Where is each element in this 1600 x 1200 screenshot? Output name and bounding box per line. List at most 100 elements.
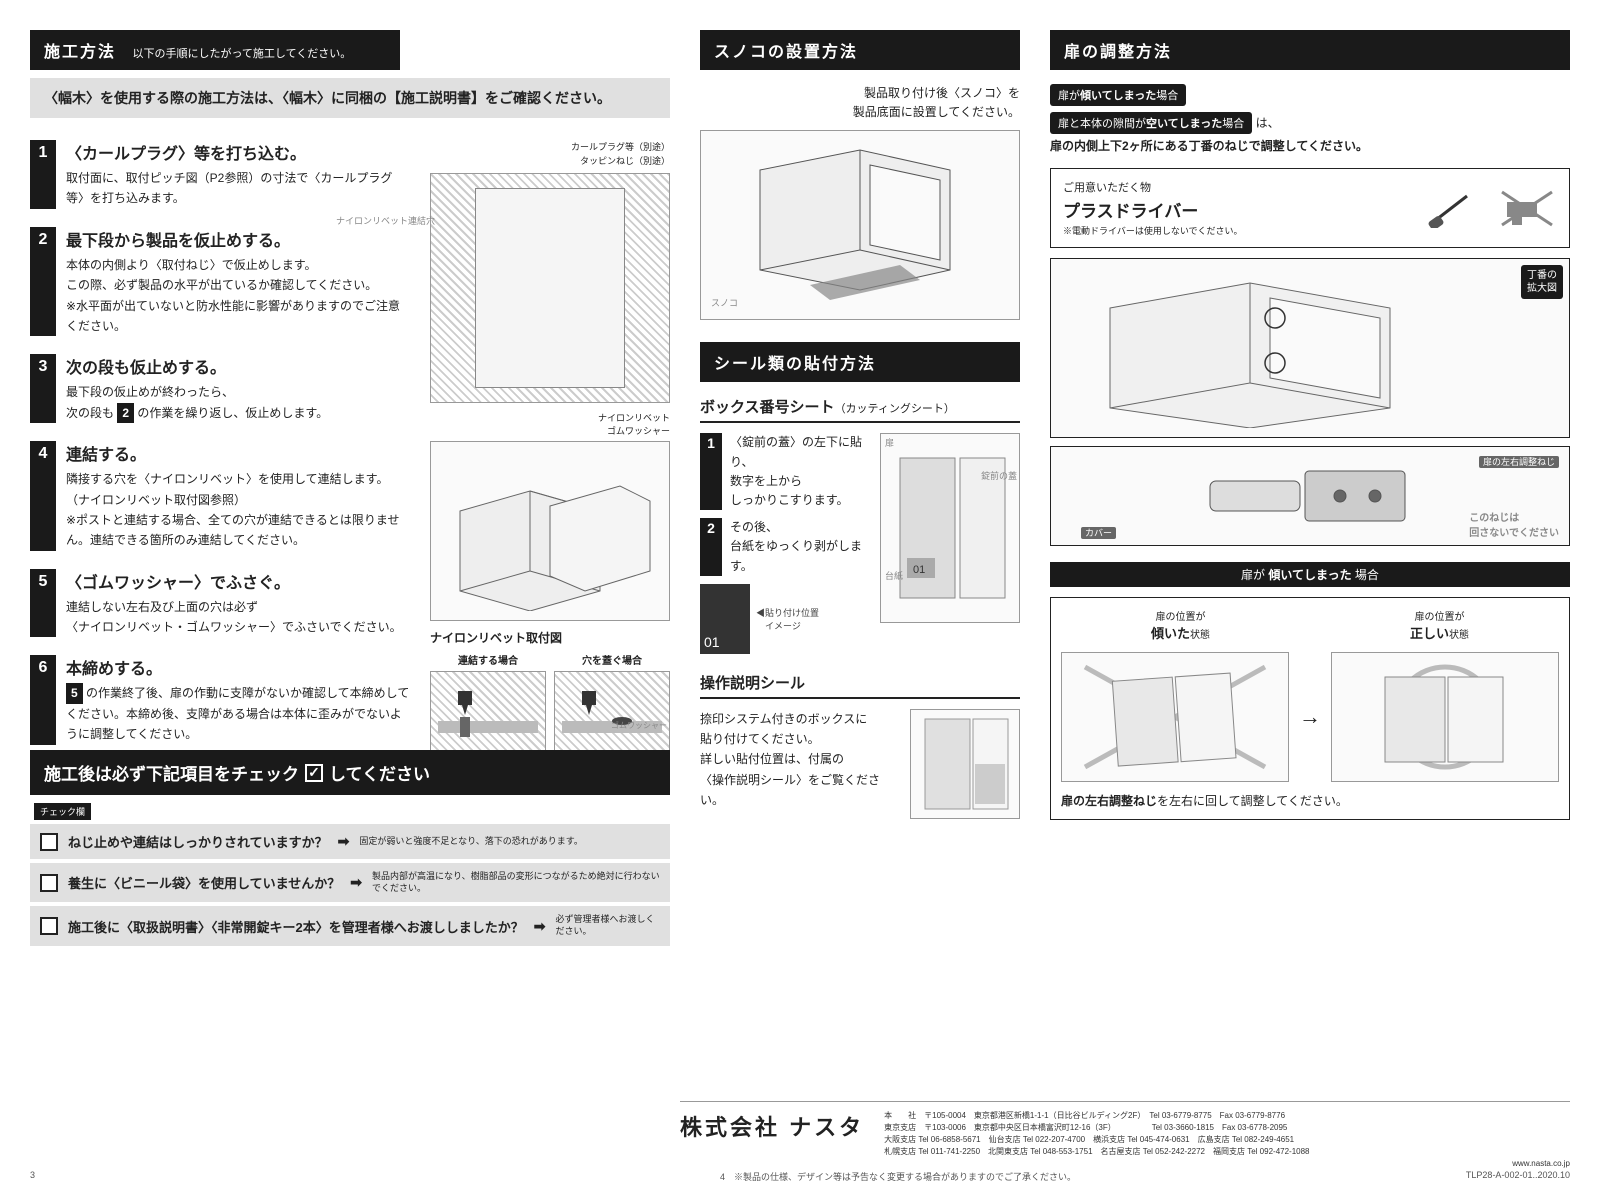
step-num: 5: [30, 569, 56, 638]
company-info: 本 社 〒105-0004 東京都港区新橋1-1-1（日比谷ビルディング2F） …: [884, 1110, 1570, 1170]
tool-note: ※電動ドライバーは使用しないでください。: [1063, 224, 1417, 237]
step-1: 1 〈カールプラグ〉等を打ち込む。 取付面に、取付ピッチ図（P2参照）の寸法で〈…: [30, 140, 410, 209]
hinge-zoom-badge: 丁番の 拡大図: [1521, 265, 1563, 299]
fig-number-sheet: 扉 01 錠前の蓋 台紙: [880, 433, 1020, 623]
checklist-label: チェック欄: [34, 803, 91, 820]
sunoko-text: 製品取り付け後〈スノコ〉を 製品底面に設置してください。: [700, 84, 1020, 122]
no-turn-note: このねじは 回さないでください: [1469, 509, 1559, 539]
case-pill: 扉が傾いてしまった場合: [1050, 84, 1186, 106]
company-footer: 株式会社 ナスタ 本 社 〒105-0004 東京都港区新橋1-1-1（日比谷ビ…: [680, 1101, 1570, 1170]
case-pill: 扉と本体の隙間が空いてしまった場合: [1050, 112, 1252, 134]
step-6: 6 本締めする。 5 の作業終了後、扉の作動に支障がないか確認して本締めしてくだ…: [30, 655, 410, 744]
seal-step-2: 2 その後、 台紙をゆっくり剥がします。: [700, 518, 870, 576]
installation-title: 施工方法: [44, 44, 116, 61]
page-num-left: 3: [30, 1170, 35, 1180]
checkbox[interactable]: [40, 874, 58, 892]
seal-step-1: 1 〈錠前の蓋〉の左下に貼り、 数字を上から しっかりこすります。: [700, 433, 870, 510]
step-title: 〈カールプラグ〉等を打ち込む。: [66, 140, 410, 164]
step-num: 6: [30, 655, 56, 744]
fig-caption: 連結する場合: [430, 652, 546, 667]
step-title: 連結する。: [66, 441, 410, 465]
fig-sunoko: スノコ: [700, 130, 1020, 320]
col-sunoko-seal: スノコの設置方法 製品取り付け後〈スノコ〉を 製品底面に設置してください。 スノ…: [700, 30, 1020, 819]
check-note: 固定が弱いと強度不足となり、落下の恐れがあります。: [359, 836, 660, 848]
check-note: 必ず管理者様へお渡しください。: [555, 914, 660, 937]
checklist-header: 施工後は必ず下記項目をチェック ✓ してください: [30, 750, 670, 795]
step-5: 5 〈ゴムワッシャー〉でふさぐ。 連結しない左右及び上面の穴は必ず 〈ナイロンリ…: [30, 569, 410, 638]
page-num-right: 4 ※製品の仕様、デザイン等は予告なく変更する場合がありますのでご了承ください。: [720, 1170, 1076, 1183]
operation-seal-text: 捺印システム付きのボックスに 貼り付けてください。 詳しい貼付位置は、付属の 〈…: [700, 709, 900, 819]
drill-no-icon: [1497, 187, 1557, 230]
fig-hinge-detail: カバー 扉の左右調整ねじ このねじは 回さないでください: [1050, 446, 1570, 546]
correct-state: 扉の位置が正しい状態: [1320, 608, 1559, 642]
checklist-item: ねじ止めや連結はしっかりされていますか？ ➡ 固定が弱いと強度不足となり、落下の…: [30, 824, 670, 859]
step-body: 連結しない左右及び上面の穴は必ず 〈ナイロンリベット・ゴムワッシャー〉でふさいで…: [66, 597, 402, 638]
step-4: 4 連結する。 隣接する穴を〈ナイロンリベット〉を使用して連結します。 （ナイロ…: [30, 441, 410, 551]
fig-rivet-row: 連結する場合 穴を蓋ぐ場合 ゴムワッシャー: [430, 652, 670, 751]
position-label: ◀貼り付け位置 イメージ: [756, 606, 819, 632]
fig-door-correct: [1331, 652, 1559, 782]
step-title: 次の段も仮止めする。: [66, 354, 328, 378]
fig-wall-mount: ナイロンリベット連結穴: [430, 173, 670, 403]
tilted-state: 扉の位置が傾いた状態: [1061, 608, 1300, 642]
door-adjust-header: 扉の調整方法: [1050, 30, 1570, 70]
cover-label: 錠前の蓋: [981, 469, 1017, 482]
arrow-icon: ➡: [534, 918, 546, 935]
step-num: 4: [30, 441, 56, 551]
step-body: 〈錠前の蓋〉の左下に貼り、 数字を上から しっかりこすります。: [730, 433, 870, 510]
seal-header: シール類の貼付方法: [700, 342, 1020, 382]
col-door-adjust: 扉の調整方法 扉が傾いてしまった場合 扉と本体の隙間が空いてしまった場合 は、 …: [1050, 30, 1570, 820]
step-num: 2: [700, 518, 722, 576]
step-num: 2: [30, 227, 56, 337]
fig-hinge-box: 丁番の 拡大図: [1050, 258, 1570, 438]
screwdriver-icon: [1427, 188, 1487, 228]
tilted-diagram: 扉の位置が傾いた状態 扉の位置が正しい状態 → 扉の左右調整ねじを左右に回して調…: [1050, 597, 1570, 820]
page-footer: 3 4 ※製品の仕様、デザイン等は予告なく変更する場合がありますのでご了承くださ…: [30, 1170, 1570, 1180]
fig-door-tilted: [1061, 652, 1289, 782]
arrow-icon: ➡: [350, 874, 362, 891]
callout-label: ゴムワッシャー: [430, 424, 670, 437]
sunoko-label: スノコ: [711, 296, 738, 309]
step-body: 取付面に、取付ピッチ図（P2参照）の寸法で〈カールプラグ等〉を打ち込みます。: [66, 168, 410, 209]
step-num: 1: [30, 140, 56, 209]
base-label: 台紙: [885, 569, 903, 582]
step-3: 3 次の段も仮止めする。 最下段の仮止めが終わったら、 次の段も 2 の作業を繰…: [30, 354, 410, 423]
adjust-text: 扉の内側上下2ヶ所にある丁番のねじで調整してください。: [1050, 136, 1570, 156]
check-question: 施工後に〈取扱説明書〉〈非常開錠キー2本〉を管理者様へお渡ししましたか？: [68, 917, 524, 936]
adjust-instruction: 扉の左右調整ねじを左右に回して調整してください。: [1061, 792, 1559, 809]
step-num: 3: [30, 354, 56, 423]
installation-header: 施工方法 以下の手順にしたがって施工してください。: [30, 30, 400, 70]
tool-name: プラスドライバー: [1063, 197, 1417, 222]
callout-label: タッピンねじ（別途）: [430, 154, 670, 168]
doc-code: TLP28-A-002-01..2020.10: [1466, 1170, 1570, 1180]
checklist: 施工後は必ず下記項目をチェック ✓ してください チェック欄 ねじ止めや連結はし…: [30, 750, 670, 946]
step-title: 〈ゴムワッシャー〉でふさぐ。: [66, 569, 402, 593]
company-line: 東京支店 〒103-0006 東京都中央区日本橋富沢町12-16（3F） Tel…: [884, 1122, 1570, 1134]
svg-text:01: 01: [913, 564, 925, 576]
tilted-case-header: 扉が 傾いてしまった 場合: [1050, 562, 1570, 587]
steps: 1 〈カールプラグ〉等を打ち込む。 取付面に、取付ピッチ図（P2参照）の寸法で〈…: [30, 140, 410, 763]
fig-rivet-cap: ゴムワッシャー: [554, 671, 670, 751]
callout-label: カールプラグ等（別途）: [430, 140, 670, 154]
check-question: ねじ止めや連結はしっかりされていますか？: [68, 832, 328, 851]
checkbox[interactable]: [40, 917, 58, 935]
callout-label: ナイロンリベット連結穴: [336, 214, 435, 227]
arrow-icon: →: [1299, 704, 1321, 730]
fig-caption: 穴を蓋ぐ場合: [554, 652, 670, 667]
step-2: 2 最下段から製品を仮止めする。 本体の内側より〈取付ねじ〉で仮止めします。 こ…: [30, 227, 410, 337]
fig-rivet-connect: [430, 671, 546, 751]
callout-label: ゴムワッシャー: [611, 720, 667, 731]
callout-label: ナイロンリベット: [430, 411, 670, 424]
company-url: www.nasta.co.jp: [884, 1158, 1570, 1170]
door-label: 扉: [885, 436, 894, 449]
checklist-item: 養生に〈ビニール袋〉を使用していませんか？ ➡ 製品内部が高温になり、樹脂部品の…: [30, 863, 670, 902]
check-note: 製品内部が高温になり、樹脂部品の変形につながるため絶対に行わないでください。: [372, 871, 660, 894]
checkbox[interactable]: [40, 833, 58, 851]
operation-seal-header: 操作説明シール: [700, 672, 1020, 699]
step-title: 本締めする。: [66, 655, 410, 679]
cover-label: カバー: [1081, 527, 1116, 539]
tool-required: ご用意いただく物 プラスドライバー ※電動ドライバーは使用しないでください。: [1050, 168, 1570, 248]
figures-col: カールプラグ等（別途） タッピンねじ（別途） ナイロンリベット連結穴 ナイロンリ…: [430, 140, 670, 751]
checklist-item: 施工後に〈取扱説明書〉〈非常開錠キー2本〉を管理者様へお渡ししましたか？ ➡ 必…: [30, 906, 670, 945]
step-title: 最下段から製品を仮止めする。: [66, 227, 410, 251]
